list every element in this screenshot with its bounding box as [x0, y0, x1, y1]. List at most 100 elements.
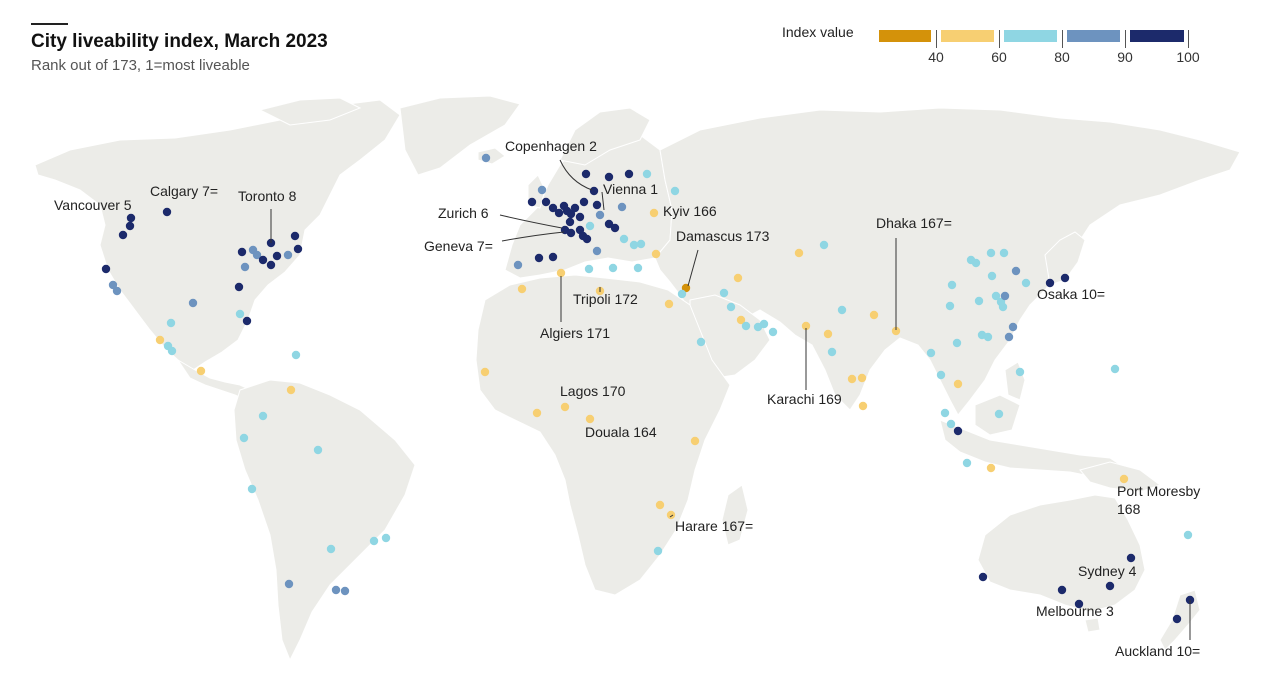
city-marker — [827, 347, 837, 357]
city-marker — [664, 299, 674, 309]
city-marker — [331, 585, 341, 595]
city-marker — [1119, 474, 1129, 484]
city-marker — [1126, 553, 1136, 563]
city-marker — [629, 240, 639, 250]
city-marker — [610, 223, 620, 233]
chart-title: City liveability index, March 2023 — [31, 31, 328, 52]
city-marker — [548, 252, 558, 262]
header-rule — [31, 23, 68, 25]
city-marker — [633, 263, 643, 273]
city-marker — [162, 207, 172, 217]
legend-swatch-1 — [879, 30, 931, 42]
city-marker — [608, 263, 618, 273]
city-marker — [847, 374, 857, 384]
city-marker — [952, 338, 962, 348]
label-calgary: Calgary 7= — [150, 183, 218, 199]
city-marker — [991, 291, 1001, 301]
city-marker — [1021, 278, 1031, 288]
city-marker — [252, 250, 262, 260]
label-algiers: Algiers 171 — [540, 325, 610, 341]
city-marker — [726, 302, 736, 312]
city-marker — [696, 337, 706, 347]
new-guinea-landmass — [1079, 461, 1162, 493]
label-karachi: Karachi 169 — [767, 391, 842, 407]
land-masses — [34, 95, 1241, 662]
philippines-landmass — [1004, 361, 1026, 401]
city-marker — [983, 332, 993, 342]
city-marker — [247, 484, 257, 494]
city-marker — [971, 258, 981, 268]
city-marker — [998, 302, 1008, 312]
city-marker — [636, 239, 646, 249]
city-marker — [936, 370, 946, 380]
tasmania-landmass — [1084, 617, 1101, 633]
city-marker — [604, 219, 614, 229]
city-marker — [974, 296, 984, 306]
legend-tick — [1062, 30, 1063, 48]
legend-tick — [999, 30, 1000, 48]
north-america-landmass — [34, 99, 401, 373]
city-marker — [1045, 278, 1055, 288]
label-sydney: Sydney 4 — [1078, 563, 1137, 579]
city-marker — [513, 260, 523, 270]
city-marker — [1105, 581, 1115, 591]
city-marker — [566, 228, 576, 238]
city-marker — [585, 221, 595, 231]
city-marker — [290, 231, 300, 241]
label-damascus: Damascus 173 — [676, 228, 770, 244]
city-marker — [953, 426, 963, 436]
label-osaka: Osaka 10= — [1037, 286, 1105, 302]
city-marker — [719, 288, 729, 298]
city-marker — [565, 217, 575, 227]
city-marker — [617, 202, 627, 212]
label-auckland: Auckland 10= — [1115, 643, 1200, 659]
city-marker — [891, 326, 901, 336]
city-marker — [585, 414, 595, 424]
africa-landmass — [475, 274, 731, 596]
city-marker — [155, 335, 165, 345]
legend-swatch-2 — [941, 30, 994, 42]
city-marker — [125, 221, 135, 231]
city-marker — [642, 169, 652, 179]
city-marker — [582, 234, 592, 244]
legend-swatch-4 — [1067, 30, 1120, 42]
city-dots — [101, 153, 1195, 624]
leader-harare — [669, 514, 674, 518]
city-marker — [940, 408, 950, 418]
city-marker — [987, 271, 997, 281]
city-marker — [118, 230, 128, 240]
leader-zurich — [499, 214, 563, 229]
legend-tick — [1125, 30, 1126, 48]
city-marker — [381, 533, 391, 543]
label-geneva: Geneva 7= — [424, 238, 493, 254]
legend-label-60: 60 — [991, 49, 1007, 65]
greenland-landmass — [399, 95, 521, 176]
city-marker — [741, 321, 751, 331]
city-marker — [112, 286, 122, 296]
city-marker — [258, 411, 268, 421]
city-marker — [1000, 291, 1010, 301]
city-marker — [284, 579, 294, 589]
city-marker — [188, 298, 198, 308]
city-marker — [869, 310, 879, 320]
scandinavia-landmass — [559, 107, 651, 166]
legend-title: Index value — [782, 24, 854, 40]
city-marker — [1060, 273, 1070, 283]
leader-damascus — [687, 249, 699, 287]
city-marker — [768, 327, 778, 337]
city-marker — [945, 301, 955, 311]
leader-geneva — [501, 231, 565, 242]
legend-label-100: 100 — [1176, 49, 1200, 65]
city-marker — [237, 247, 247, 257]
city-marker — [579, 197, 589, 207]
city-marker — [108, 280, 118, 290]
city-marker — [566, 209, 576, 219]
city-marker — [534, 253, 544, 263]
city-marker — [556, 268, 566, 278]
legend-label-90: 90 — [1117, 49, 1133, 65]
city-marker — [999, 248, 1009, 258]
city-marker — [560, 402, 570, 412]
city-marker — [666, 510, 676, 520]
city-marker — [575, 212, 585, 222]
